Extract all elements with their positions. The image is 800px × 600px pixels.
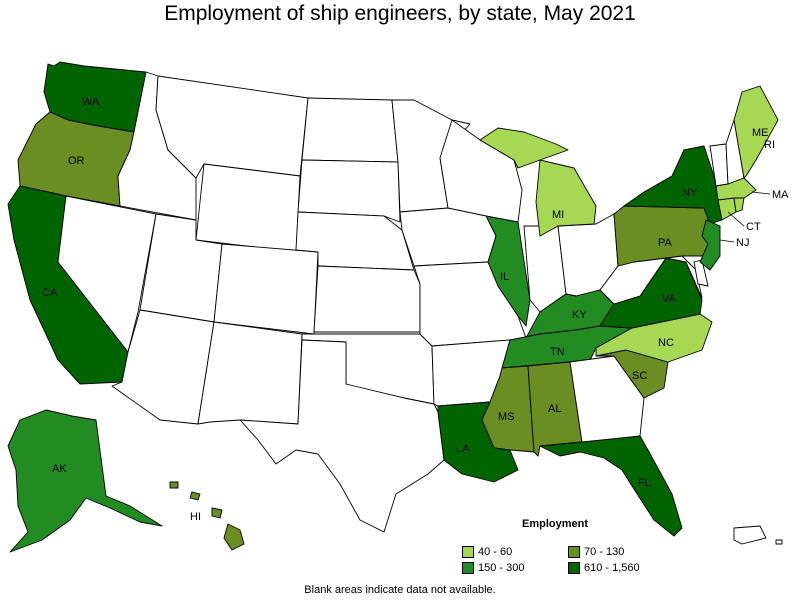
state-il[interactable] bbox=[485, 215, 531, 327]
state-co[interactable] bbox=[213, 243, 319, 335]
state-nd[interactable] bbox=[301, 97, 399, 163]
state-nm[interactable] bbox=[197, 321, 303, 425]
legend-swatch bbox=[462, 546, 474, 559]
label-la: LA bbox=[456, 443, 470, 455]
leader-ct bbox=[727, 211, 745, 227]
state-mi[interactable] bbox=[535, 159, 597, 237]
label-ri: RI bbox=[764, 139, 775, 151]
legend-item-610-1560: 610 - 1,560 bbox=[568, 562, 640, 575]
state-pa[interactable] bbox=[613, 205, 711, 267]
legend-title: Employment bbox=[522, 518, 589, 530]
state-hi-kauai[interactable] bbox=[169, 481, 179, 489]
label-ny: NY bbox=[682, 187, 698, 199]
state-ak[interactable] bbox=[7, 409, 163, 553]
state-ia[interactable] bbox=[399, 207, 497, 267]
state-sd[interactable] bbox=[297, 159, 401, 223]
state-nv[interactable] bbox=[57, 195, 157, 353]
label-nj: NJ bbox=[736, 237, 749, 249]
state-fl[interactable] bbox=[539, 435, 683, 537]
label-ct: CT bbox=[746, 221, 761, 233]
state-ny[interactable] bbox=[623, 145, 723, 225]
state-hi-big[interactable] bbox=[223, 523, 245, 551]
legend-item-150-300: 150 - 300 bbox=[462, 562, 524, 575]
label-il: IL bbox=[500, 271, 509, 283]
state-hi-maui[interactable] bbox=[211, 507, 223, 519]
label-sc: SC bbox=[632, 370, 647, 382]
legend-item-40-60: 40 - 60 bbox=[462, 546, 512, 559]
label-mi: MI bbox=[552, 209, 564, 221]
legend-label: 150 - 300 bbox=[478, 562, 525, 574]
state-nj[interactable] bbox=[699, 219, 721, 271]
state-mi-up[interactable] bbox=[479, 127, 569, 169]
state-wy[interactable] bbox=[195, 163, 301, 253]
label-ca: CA bbox=[42, 287, 58, 299]
legend-label: 40 - 60 bbox=[478, 546, 513, 558]
state-tx[interactable] bbox=[239, 339, 445, 533]
legend-label: 610 - 1,560 bbox=[584, 562, 640, 574]
legend-swatch bbox=[462, 562, 474, 575]
label-ma: MA bbox=[772, 189, 789, 201]
label-ky: KY bbox=[572, 309, 587, 321]
label-ms: MS bbox=[498, 411, 515, 423]
label-ak: AK bbox=[52, 463, 67, 475]
label-pa: PA bbox=[658, 237, 673, 249]
map-title: Employment of ship engineers, by state, … bbox=[164, 2, 636, 25]
legend-swatch bbox=[568, 546, 580, 559]
legend-label: 70 - 130 bbox=[584, 546, 625, 558]
territory-pr[interactable] bbox=[733, 525, 767, 545]
legend-item-70-130: 70 - 130 bbox=[568, 546, 624, 559]
state-me[interactable] bbox=[733, 85, 779, 179]
label-va: VA bbox=[662, 293, 677, 305]
state-ri[interactable] bbox=[733, 197, 745, 213]
label-or: OR bbox=[68, 155, 85, 167]
label-al: AL bbox=[548, 403, 561, 415]
leader-nj bbox=[719, 239, 735, 243]
leader-ma bbox=[751, 191, 771, 195]
label-nc: NC bbox=[658, 337, 674, 349]
territory-pr-islet bbox=[775, 539, 783, 545]
legend-swatch bbox=[568, 562, 580, 575]
state-de[interactable] bbox=[693, 259, 709, 287]
label-wa: WA bbox=[82, 96, 100, 108]
state-ks[interactable] bbox=[313, 265, 421, 333]
footnote: Blank areas indicate data not available. bbox=[304, 584, 496, 596]
label-me: ME bbox=[752, 127, 769, 139]
state-la[interactable] bbox=[437, 401, 519, 483]
label-fl: FL bbox=[638, 477, 651, 489]
label-tn: TN bbox=[550, 346, 565, 358]
label-hi: HI bbox=[190, 511, 201, 523]
state-hi-oahu[interactable] bbox=[189, 491, 201, 501]
